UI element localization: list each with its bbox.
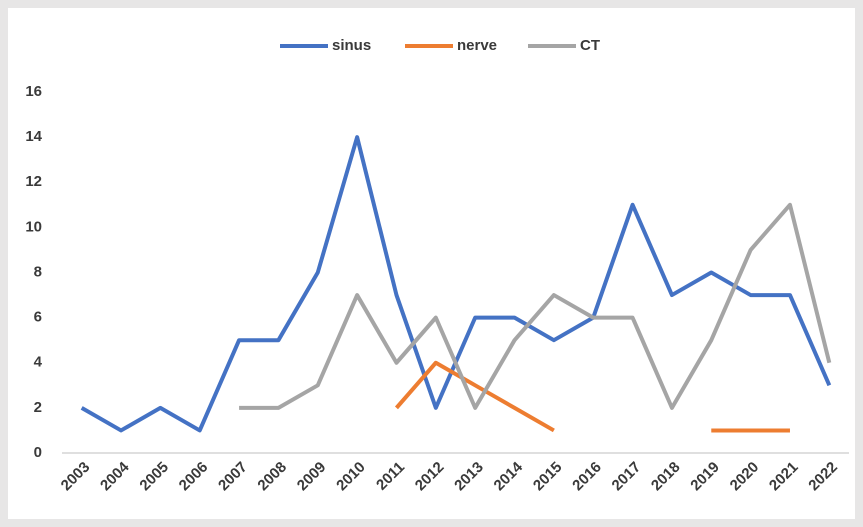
y-tick-label: 6: [34, 309, 42, 326]
y-tick-label: 2: [34, 399, 42, 416]
y-tick-label: 16: [25, 83, 42, 100]
y-tick-label: 10: [25, 218, 42, 235]
y-tick-label: 12: [25, 173, 42, 190]
legend-label: sinus: [332, 37, 371, 54]
series-line: [239, 202, 832, 410]
y-tick-label: 0: [34, 444, 42, 461]
legend-label: CT: [580, 37, 600, 54]
y-tick-label: 8: [34, 263, 42, 280]
legend-label: nerve: [457, 37, 497, 54]
y-tick-label: 14: [25, 128, 42, 145]
chart-area: [8, 8, 855, 519]
series-line: [394, 360, 555, 433]
y-tick-label: 4: [34, 354, 43, 371]
